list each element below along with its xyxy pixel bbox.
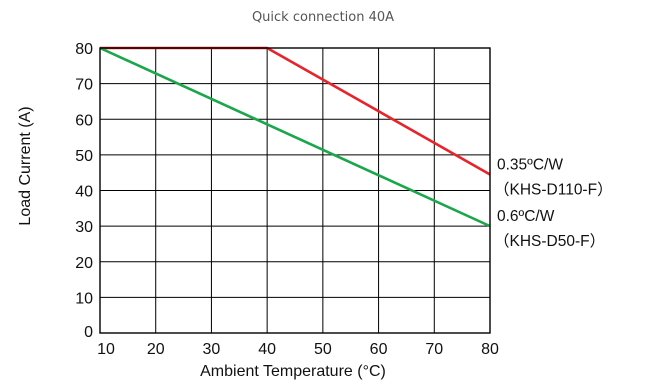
series-name-label: 0.35ºC/W <box>497 156 563 173</box>
x-axis-label: Ambient Temperature (°C) <box>200 363 386 380</box>
x-tick-label: 10 <box>97 341 115 358</box>
y-tick-label: 30 <box>75 219 93 236</box>
grid <box>99 47 491 334</box>
y-tick-label: 20 <box>75 255 93 272</box>
y-tick-label: 10 <box>75 290 93 307</box>
series-line-2 <box>99 46 491 228</box>
series-model-label: （KHS-D50-F） <box>494 233 605 250</box>
y-axis-label: Load Current (A) <box>17 106 34 225</box>
series-model-label: （KHS-D110-F） <box>494 181 613 198</box>
y-tick-label: 60 <box>75 112 93 129</box>
x-tick-label: 70 <box>425 341 443 358</box>
x-tick-label: 60 <box>370 341 388 358</box>
y-tick-label: 40 <box>75 184 93 201</box>
x-tick-label: 30 <box>203 341 221 358</box>
plot-frame <box>99 47 491 334</box>
y-tick-label: 80 <box>75 41 93 58</box>
x-tick-label: 40 <box>258 341 276 358</box>
series-annotations: 0.35ºC/W （KHS-D110-F） 0.6ºC/W （KHS-D50-F） <box>494 156 613 250</box>
y-tick-label: 70 <box>75 77 93 94</box>
x-tick-label: 80 <box>481 341 499 358</box>
x-tick-label: 20 <box>147 341 165 358</box>
series-line-1 <box>100 46 491 176</box>
y-tick-label: 50 <box>75 148 93 165</box>
series-lines <box>99 46 491 228</box>
series-name-label: 0.6ºC/W <box>497 208 555 225</box>
y-tick-label: 0 <box>84 324 93 341</box>
chart-title: Quick connection 40A <box>252 10 394 25</box>
x-tick-label: 50 <box>314 341 332 358</box>
